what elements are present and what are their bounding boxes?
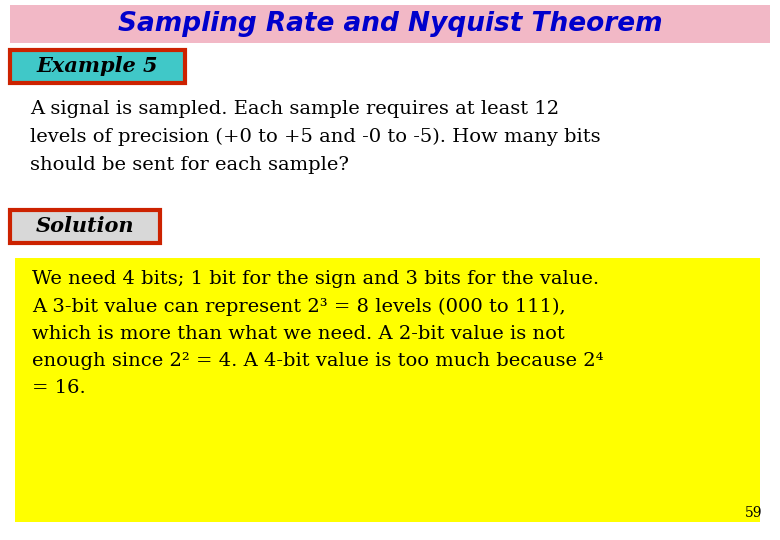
Text: Sampling Rate and Nyquist Theorem: Sampling Rate and Nyquist Theorem <box>118 11 662 37</box>
Text: A signal is sampled. Each sample requires at least 12
levels of precision (+0 to: A signal is sampled. Each sample require… <box>30 100 601 174</box>
Text: We need 4 bits; 1 bit for the sign and 3 bits for the value.
A 3-bit value can r: We need 4 bits; 1 bit for the sign and 3… <box>32 270 604 397</box>
Text: Solution: Solution <box>36 216 134 236</box>
FancyBboxPatch shape <box>10 210 160 243</box>
FancyBboxPatch shape <box>10 50 185 83</box>
Text: Example 5: Example 5 <box>36 56 158 76</box>
Text: 59: 59 <box>744 506 762 520</box>
FancyBboxPatch shape <box>15 258 760 522</box>
FancyBboxPatch shape <box>10 5 770 43</box>
